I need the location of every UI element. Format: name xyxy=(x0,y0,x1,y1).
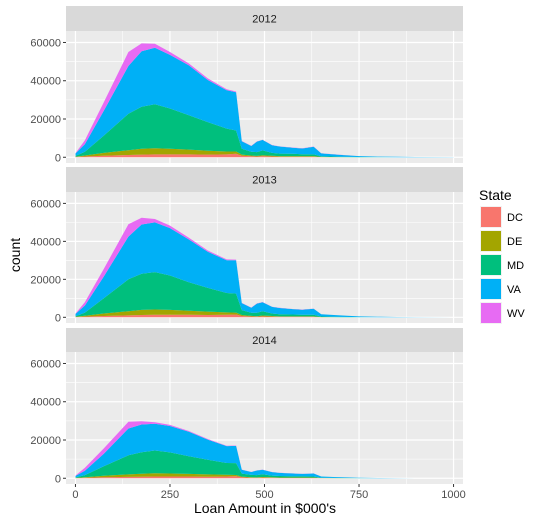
facet-strip-label: 2013 xyxy=(252,175,276,187)
x-tick-label: 0 xyxy=(72,489,78,501)
x-axis: 0 250 500 750 1000 xyxy=(72,484,466,501)
y-tick-label: 0 xyxy=(55,473,61,485)
legend-label-dc: DC xyxy=(507,212,523,224)
y-tick-label: 20000 xyxy=(30,274,61,286)
area-series-va xyxy=(75,423,454,479)
y-tick-label: 40000 xyxy=(30,397,61,409)
area-series-de xyxy=(75,148,454,158)
area-series-dc xyxy=(75,153,454,158)
area-series-md xyxy=(75,104,454,158)
facet-panels: 2012 0 20000 40000 60000 2013 0 20000 40000 60000… xyxy=(30,6,463,485)
legend-label-md: MD xyxy=(507,260,524,272)
y-tick-label: 20000 xyxy=(30,435,61,447)
facet-panel-2012: 2012 0 20000 40000 60000 xyxy=(30,6,463,164)
area-series-md xyxy=(75,450,454,479)
facet-strip xyxy=(66,167,463,192)
y-tick-label: 40000 xyxy=(30,236,61,248)
legend-swatch-de xyxy=(481,231,501,251)
y-tick-label: 40000 xyxy=(30,76,61,88)
legend-swatch-va xyxy=(481,279,501,299)
facet-strip-label: 2014 xyxy=(252,335,276,347)
legend-swatch-wv xyxy=(481,303,501,323)
y-tick-label: 20000 xyxy=(30,114,61,126)
area-series-de xyxy=(75,473,454,479)
facet-strip xyxy=(66,6,463,31)
legend-title: State xyxy=(479,187,512,203)
y-axis-title: count xyxy=(7,238,23,272)
legend-swatch-dc xyxy=(481,207,501,227)
x-tick-label: 750 xyxy=(350,489,368,501)
y-tick-label: 0 xyxy=(55,312,61,324)
area-series-dc xyxy=(75,314,454,318)
area-series-va xyxy=(75,47,454,158)
legend-label-de: DE xyxy=(507,236,522,248)
x-tick-label: 500 xyxy=(255,489,273,501)
x-axis-title: Loan Amount in $000's xyxy=(194,500,336,516)
y-tick-label: 0 xyxy=(55,152,61,164)
y-tick-label: 60000 xyxy=(30,198,61,210)
legend-label-wv: WV xyxy=(507,308,525,320)
area-series-dc xyxy=(75,476,454,479)
legend-label-va: VA xyxy=(507,284,522,296)
y-tick-label: 60000 xyxy=(30,37,61,49)
facet-strip xyxy=(66,328,463,352)
facet-panel-2014: 2014 0 20000 40000 60000 xyxy=(30,328,463,485)
legend-swatch-md xyxy=(481,255,501,275)
legend: State DC DE MD VA WV xyxy=(479,187,525,324)
facet-strip-label: 2012 xyxy=(252,14,276,26)
x-tick-label: 250 xyxy=(161,489,179,501)
x-tick-label: 1000 xyxy=(441,489,465,501)
area-series-md xyxy=(75,272,454,318)
area-series-va xyxy=(75,222,454,318)
facet-panel-2013: 2013 0 20000 40000 60000 xyxy=(30,167,463,324)
y-tick-label: 60000 xyxy=(30,358,61,370)
area-series-de xyxy=(75,309,454,318)
